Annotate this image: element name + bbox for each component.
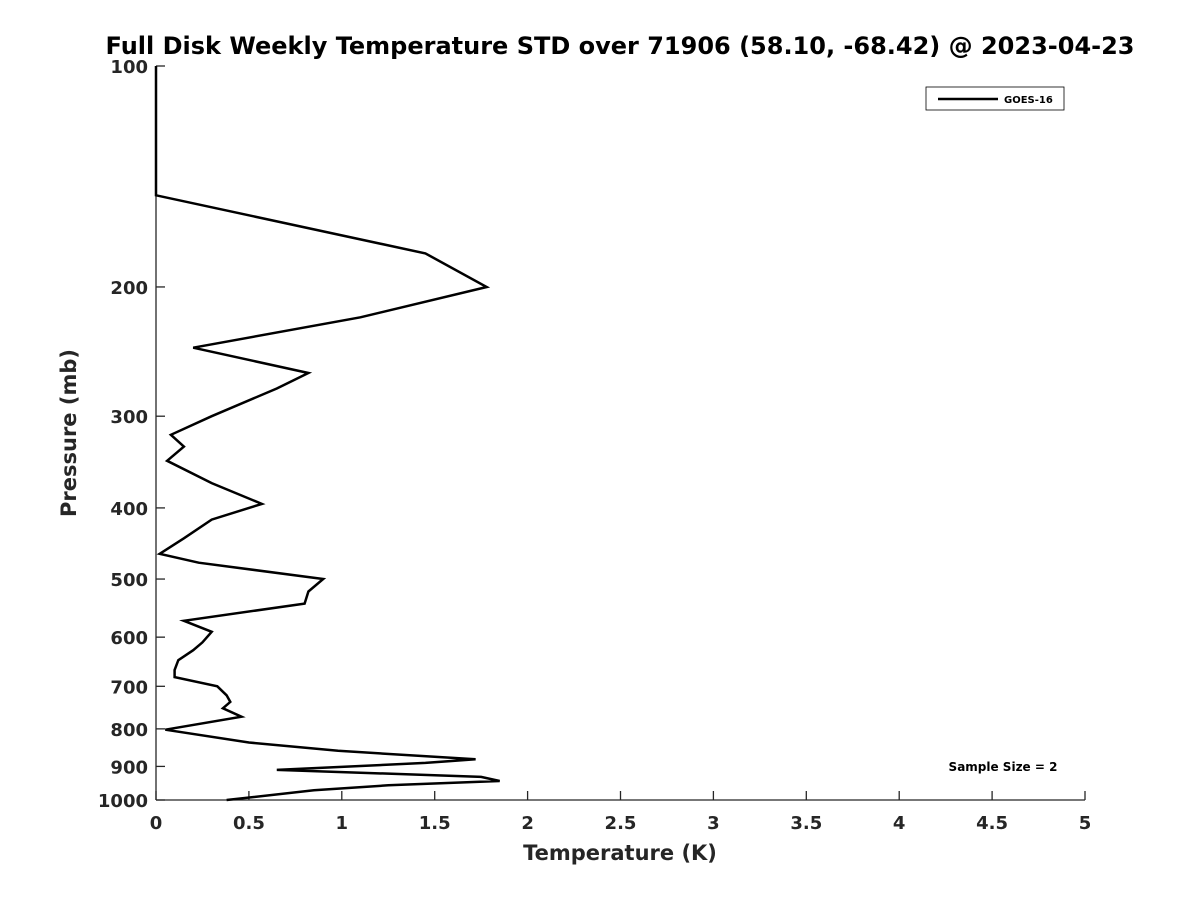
y-tick-label: 800: [110, 720, 148, 741]
y-tick-label: 900: [110, 757, 148, 778]
x-tick-label: 1: [336, 813, 349, 834]
x-tick-label: 3.5: [790, 813, 822, 834]
y-tick-label: 400: [110, 499, 148, 520]
x-tick-label: 0: [150, 813, 163, 834]
x-tick-label: 5: [1079, 813, 1092, 834]
y-tick-label: 200: [110, 278, 148, 299]
y-tick-label: 700: [110, 677, 148, 698]
y-tick-label: 300: [110, 407, 148, 428]
y-axis-label: Pressure (mb): [57, 349, 81, 517]
y-axis-ticks: 100 200 300 400 500 600 700 800 900 1000: [98, 57, 165, 812]
series-line-goes16: [154, 66, 500, 802]
y-tick-label: 500: [110, 570, 148, 591]
x-tick-label: 2: [521, 813, 534, 834]
x-tick-label: 1.5: [419, 813, 451, 834]
x-tick-label: 0.5: [233, 813, 265, 834]
y-tick-label: 100: [110, 57, 148, 78]
sample-size-annotation: Sample Size = 2: [949, 760, 1058, 774]
x-tick-label: 4: [893, 813, 906, 834]
legend: GOES-16: [925, 86, 1065, 111]
x-tick-label: 3: [707, 813, 720, 834]
y-tick-label: 1000: [98, 791, 148, 812]
x-tick-label: 2.5: [605, 813, 637, 834]
legend-entry-goes16: GOES-16: [1004, 95, 1053, 106]
x-tick-label: 4.5: [976, 813, 1008, 834]
plot-area: [155, 66, 1085, 801]
x-axis-label: Temperature (K): [523, 841, 717, 865]
y-tick-label: 600: [110, 628, 148, 649]
chart-title: Full Disk Weekly Temperature STD over 71…: [106, 32, 1135, 60]
x-axis-ticks: 0 0.5 1 1.5 2 2.5 3 3.5 4 4.5 5: [150, 791, 1092, 834]
series-points: [156, 66, 500, 800]
